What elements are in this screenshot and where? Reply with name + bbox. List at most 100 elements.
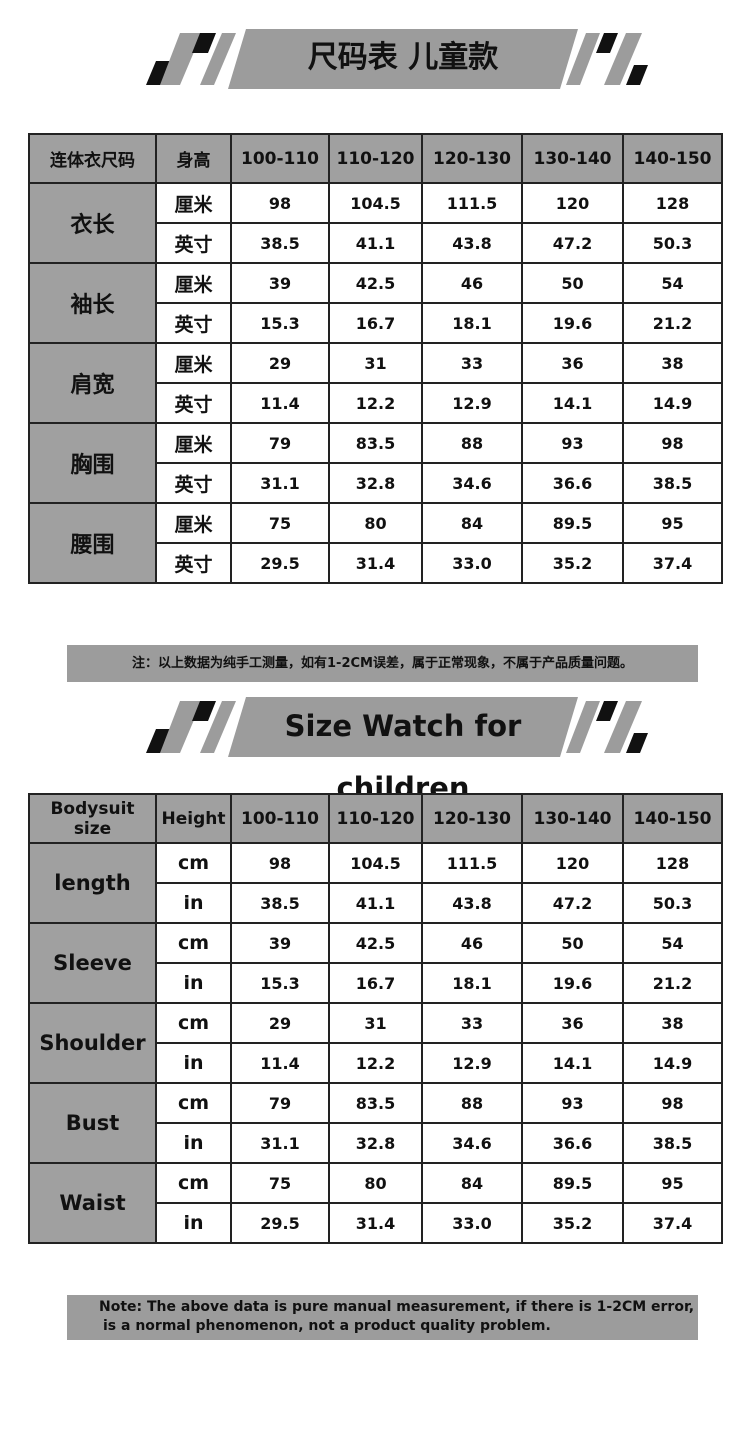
measurement-label: 衣长 (28, 182, 157, 264)
value-cell: 50.3 (622, 882, 723, 924)
en-title-banner: Size Watch for children (0, 695, 750, 805)
value-cell: 83.5 (328, 1082, 423, 1124)
measurement-label: Sleeve (28, 922, 157, 1004)
value-cell: 11.4 (230, 1042, 330, 1084)
value-cell: 18.1 (421, 302, 523, 344)
header-row: 连体衣尺码 身高 100-110 110-120 120-130 130-140 140-1… (28, 133, 723, 184)
value-cell: 15.3 (230, 962, 330, 1004)
value-cell: 111.5 (421, 842, 523, 884)
value-cell: 33 (421, 1002, 523, 1044)
value-cell: 39 (230, 262, 330, 304)
measurement-label: length (28, 842, 157, 924)
value-cell: 75 (230, 1162, 330, 1204)
value-cell: 14.9 (622, 382, 723, 424)
table-row: in 29.5 31.4 33.0 35.2 37.4 (29, 1202, 723, 1244)
table-row: 腰围 厘米 75 80 84 89.5 95 (28, 502, 723, 584)
value-cell: 31.1 (230, 462, 330, 504)
value-cell: 31 (328, 342, 423, 384)
value-cell: 31.4 (328, 1202, 423, 1244)
measurement-label: 肩宽 (28, 342, 157, 424)
value-cell: 32.8 (328, 1122, 423, 1164)
value-cell: 79 (230, 422, 330, 464)
value-cell: 35.2 (521, 542, 624, 584)
value-cell: 19.6 (521, 302, 624, 344)
unit-label: cm (155, 1162, 232, 1204)
value-cell: 111.5 (421, 182, 523, 224)
value-cell: 120 (521, 842, 624, 884)
column-header: 身高 (155, 133, 232, 184)
table-row: 英寸 11.4 12.2 12.9 14.1 14.9 (29, 382, 723, 424)
value-cell: 12.9 (421, 382, 523, 424)
unit-label: in (155, 882, 232, 924)
table-row: Bust cm 79 83.5 88 93 98 (28, 1082, 723, 1164)
value-cell: 46 (421, 262, 523, 304)
banner-stripes-icon (146, 697, 648, 757)
unit-label: in (155, 1122, 232, 1164)
table-row: Waist cm 75 80 84 89.5 95 (28, 1162, 723, 1244)
measurement-label: 袖长 (28, 262, 157, 344)
value-cell: 84 (421, 1162, 523, 1204)
value-cell: 50.3 (622, 222, 723, 264)
table-row: length cm 98 104.5 111.5 120 128 (28, 842, 723, 924)
table-row: 袖长 厘米 39 42.5 46 50 54 (28, 262, 723, 344)
value-cell: 43.8 (421, 882, 523, 924)
value-cell: 88 (421, 422, 523, 464)
column-header: 130-140 (521, 133, 624, 184)
table-row: 衣长 厘米 98 104.5 111.5 120 128 (28, 182, 723, 264)
value-cell: 98 (230, 182, 330, 224)
value-cell: 89.5 (521, 502, 624, 544)
table-row: in 38.5 41.1 43.8 47.2 50.3 (29, 882, 723, 924)
measurement-label: 腰围 (28, 502, 157, 584)
value-cell: 18.1 (421, 962, 523, 1004)
value-cell: 98 (622, 1082, 723, 1124)
en-note-line2: is a normal phenomenon, not a product qu… (103, 1318, 551, 1334)
value-cell: 36 (521, 342, 624, 384)
value-cell: 84 (421, 502, 523, 544)
value-cell: 50 (521, 262, 624, 304)
unit-label: 厘米 (155, 262, 232, 304)
value-cell: 37.4 (622, 1202, 723, 1244)
column-header: 110-120 (328, 133, 423, 184)
value-cell: 34.6 (421, 1122, 523, 1164)
value-cell: 95 (622, 1162, 723, 1204)
unit-label: cm (155, 922, 232, 964)
value-cell: 14.1 (521, 1042, 624, 1084)
value-cell: 15.3 (230, 302, 330, 344)
value-cell: 36.6 (521, 1122, 624, 1164)
table-row: 英寸 29.5 31.4 33.0 35.2 37.4 (29, 542, 723, 584)
table-row: 肩宽 厘米 29 31 33 36 38 (28, 342, 723, 424)
cn-note: 注：以上数据为纯手工测量，如有1-2CM误差，属于正常现象，不属于产品质量问题。 (67, 645, 698, 682)
unit-label: cm (155, 1082, 232, 1124)
column-header: 140-150 (622, 793, 723, 844)
value-cell: 14.9 (622, 1042, 723, 1084)
column-header: 140-150 (622, 133, 723, 184)
cn-title: 尺码表 儿童款 (307, 40, 499, 75)
value-cell: 54 (622, 262, 723, 304)
unit-label: cm (155, 1002, 232, 1044)
value-cell: 89.5 (521, 1162, 624, 1204)
value-cell: 41.1 (328, 882, 423, 924)
value-cell: 93 (521, 1082, 624, 1124)
cn-title-banner: 尺码表 儿童款 (0, 27, 750, 91)
measurement-label: 胸围 (28, 422, 157, 504)
value-cell: 33.0 (421, 1202, 523, 1244)
table-row: 胸围 厘米 79 83.5 88 93 98 (28, 422, 723, 504)
table-row: 英寸 38.5 41.1 43.8 47.2 50.3 (29, 222, 723, 264)
value-cell: 39 (230, 922, 330, 964)
unit-label: 厘米 (155, 422, 232, 464)
measurement-label: Shoulder (28, 1002, 157, 1084)
unit-label: 厘米 (155, 182, 232, 224)
table-row: Sleeve cm 39 42.5 46 50 54 (28, 922, 723, 1004)
banner-stripes-icon (146, 29, 648, 89)
measurement-label: Bust (28, 1082, 157, 1164)
value-cell: 104.5 (328, 842, 423, 884)
column-header: Height (155, 793, 232, 844)
value-cell: 47.2 (521, 222, 624, 264)
column-header: Bodysuit size (28, 793, 157, 844)
value-cell: 38.5 (230, 222, 330, 264)
value-cell: 38 (622, 342, 723, 384)
value-cell: 19.6 (521, 962, 624, 1004)
unit-label: 厘米 (155, 342, 232, 384)
value-cell: 41.1 (328, 222, 423, 264)
value-cell: 12.2 (328, 1042, 423, 1084)
